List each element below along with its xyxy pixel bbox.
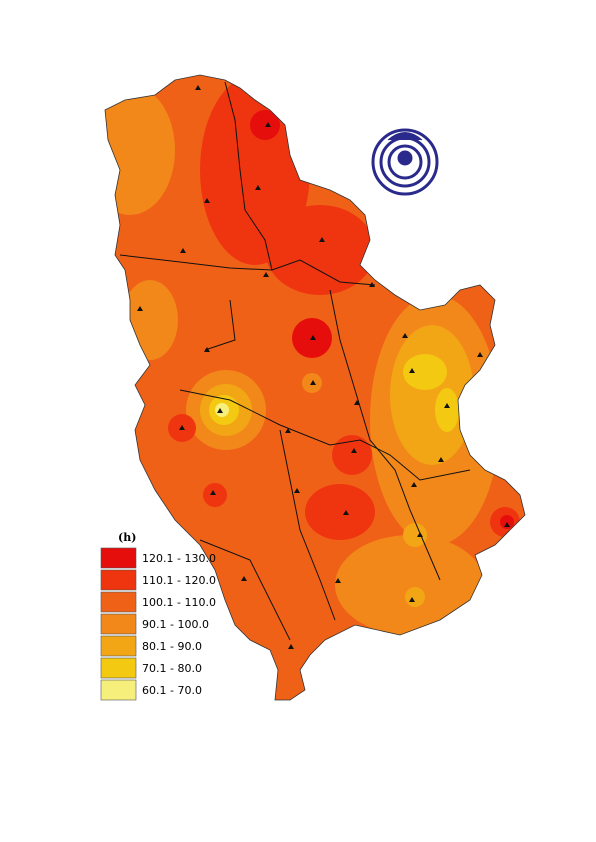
legend-label: 80.1 - 90.0: [142, 640, 202, 653]
zone: [215, 403, 229, 417]
legend-swatch: [100, 657, 137, 679]
zone: [305, 484, 375, 540]
zone: [390, 325, 474, 465]
legend-swatch: [100, 613, 137, 635]
zone: [332, 435, 372, 475]
legend-swatch: [100, 569, 137, 591]
legend-title: (h): [118, 531, 136, 544]
legend-label: 110.1 - 120.0: [142, 574, 216, 587]
zone: [250, 110, 280, 140]
legend-swatch: [100, 547, 137, 569]
legend: (h) 120.1 - 130.0 110.1 - 120.0 100.1 - 11…: [100, 531, 216, 701]
legend-swatch: [100, 635, 137, 657]
legend-label: 60.1 - 70.0: [142, 684, 202, 697]
legend-label: 70.1 - 80.0: [142, 662, 202, 675]
zone: [405, 587, 425, 607]
legend-label: 90.1 - 100.0: [142, 618, 209, 631]
zone: [105, 85, 175, 215]
zone: [265, 205, 375, 295]
zone: [435, 388, 459, 432]
legend-swatch: [100, 591, 137, 613]
legend-label: 100.1 - 110.0: [142, 596, 216, 609]
rivers: [119, 81, 471, 641]
zone: [335, 535, 485, 635]
zone: [403, 354, 447, 390]
logo: [371, 128, 439, 196]
zone: [403, 523, 427, 547]
legend-label: 120.1 - 130.0: [142, 552, 216, 565]
legend-swatch: [100, 679, 137, 701]
